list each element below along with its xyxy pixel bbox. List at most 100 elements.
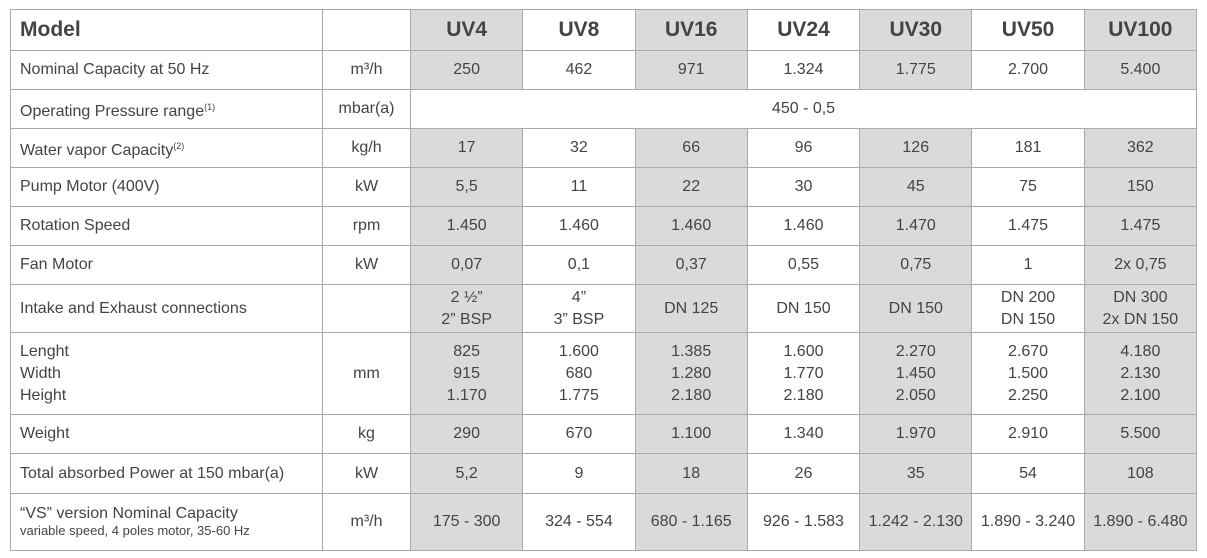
row-label: Operating Pressure range(1) [10,89,323,129]
value-cell: 1.450 [409,206,524,246]
unit-cell: rpm [322,206,411,246]
value-cell: 0,1 [522,245,636,285]
unit-cell: kW [322,245,411,285]
column-header: UV16 [634,9,748,51]
value-cell: 5,2 [409,453,524,494]
table-row: Operating Pressure range(1) mbar(a) 450 - … [10,89,1197,129]
value-cell: 1 [971,245,1085,285]
value-cell: 1.970 [859,414,973,454]
column-header: UV30 [859,9,973,51]
spec-table: Model UV4 UV8 UV16 UV24 UV30 UV50 UV100 Nominal … [10,9,1198,551]
cell-line: 4” [571,288,587,306]
value-cell: 1.385 1.280 2.180 [634,332,748,415]
cell-line: DN 150 [1000,310,1056,328]
value-cell: 11 [522,167,636,207]
label-text: Weight [20,425,70,442]
value-cell: DN 125 [634,284,748,333]
unit-cell: m³/h [322,50,411,90]
cell-line: 1.770 [783,364,824,382]
cell-line: 3” BSP [553,310,605,328]
cell-line: 1.500 [1008,364,1049,382]
label-text: Total absorbed Power at 150 mbar(a) [20,464,285,482]
value-cell: 32 [522,128,636,168]
row-label: Rotation Speed [10,206,323,246]
table-row: Nominal Capacity at 50 Hz m³/h 250 462 971 1.… [10,50,1198,90]
footnote-ref: (1) [204,101,216,112]
label-text: Operating Pressure range [20,102,205,120]
label-text: Pump Motor (400V) [20,178,160,195]
value-cell: 17 [409,128,524,168]
label-text: Fan Motor [20,256,93,273]
value-cell: 30 [746,167,861,207]
cell-line: 2.130 [1120,364,1161,382]
value-cell: 0,07 [409,245,524,285]
cell-line: Height [20,386,67,404]
cell-line: 2.250 [1008,386,1049,404]
value-cell: 290 [409,414,524,454]
row-label: Weight [10,414,323,454]
table-row: Pump Motor (400V) kW 5,5 11 22 30 45 75 150 [10,167,1198,207]
cell-line: Width [20,364,61,382]
table-row: “VS” version Nominal Capacity variable sp… [10,493,1198,551]
cell-line: 915 [453,364,480,382]
value-cell: 0,55 [746,245,861,285]
cell-line: 1.600 [558,342,599,360]
value-cell: 825 915 1.170 [409,332,524,415]
span-value: 450 - 0,5 [410,89,1197,129]
row-label: Nominal Capacity at 50 Hz [10,50,323,90]
value-cell: 9 [522,453,636,494]
row-label: “VS” version Nominal Capacity variable sp… [10,493,323,551]
value-cell: 150 [1083,167,1198,207]
value-cell: 54 [971,453,1085,494]
cell-line: 825 [453,342,480,360]
cell-line: DN 200 [1000,288,1056,306]
label-text: “VS” version Nominal Capacity [20,505,238,522]
value-cell: 5.400 [1083,50,1198,90]
label-text: Rotation Speed [20,217,131,234]
cell-line: 2x DN 150 [1102,310,1179,328]
row-label: Pump Motor (400V) [10,167,323,207]
model-header: Model [10,9,323,51]
label-text: Nominal Capacity at 50 Hz [20,61,210,78]
value-cell: 26 [746,453,861,494]
value-cell: 126 [859,128,973,168]
table-row: Intake and Exhaust connections 2 ½” 2” BSP… [10,284,1198,333]
value-cell: 250 [409,50,524,90]
value-cell: 0,37 [634,245,748,285]
sublabel: variable speed, 4 poles motor, 35-60 Hz [20,523,250,538]
unit-cell: mm [322,332,411,415]
value-cell: 362 [1083,128,1198,168]
value-cell: DN 150 [746,284,861,333]
value-cell: 35 [859,453,973,494]
column-header: UV100 [1083,9,1198,51]
column-header: UV8 [522,9,636,51]
table-row: Lenght Width Height mm 825 915 1.170 1.600 680 1.… [10,332,1198,415]
value-cell: 45 [859,167,973,207]
cell-line: 1.170 [446,386,487,404]
value-cell: 1.100 [634,414,748,454]
cell-line: 2.270 [895,342,936,360]
cell-line: DN 300 [1113,288,1168,306]
value-cell: 0,75 [859,245,973,285]
value-cell: 680 - 1.165 [634,493,748,551]
value-cell: 1.475 [1083,206,1198,246]
label-text: Intake and Exhaust connections [20,299,247,317]
cell-line: 1.600 [783,342,824,360]
table-row: Rotation Speed rpm 1.450 1.460 1.460 1.460 1.4… [10,206,1198,246]
value-cell: 1.460 [522,206,636,246]
cell-line: 1.450 [895,364,936,382]
unit-cell: kg [322,414,411,454]
value-cell: 108 [1083,453,1198,494]
value-cell: 1.340 [746,414,861,454]
value-cell: 96 [746,128,861,168]
value-cell: 2x 0,75 [1083,245,1198,285]
unit-cell: kW [322,453,411,494]
value-cell: 1.890 - 6.480 [1083,493,1198,551]
cell-line: 680 [565,364,593,382]
cell-line: 1.385 [671,342,712,360]
cell-line: 2.100 [1120,386,1161,404]
cell-line: 1.775 [558,386,599,404]
label-text: Water vapor Capacity [20,141,174,159]
value-cell: 1.475 [971,206,1085,246]
